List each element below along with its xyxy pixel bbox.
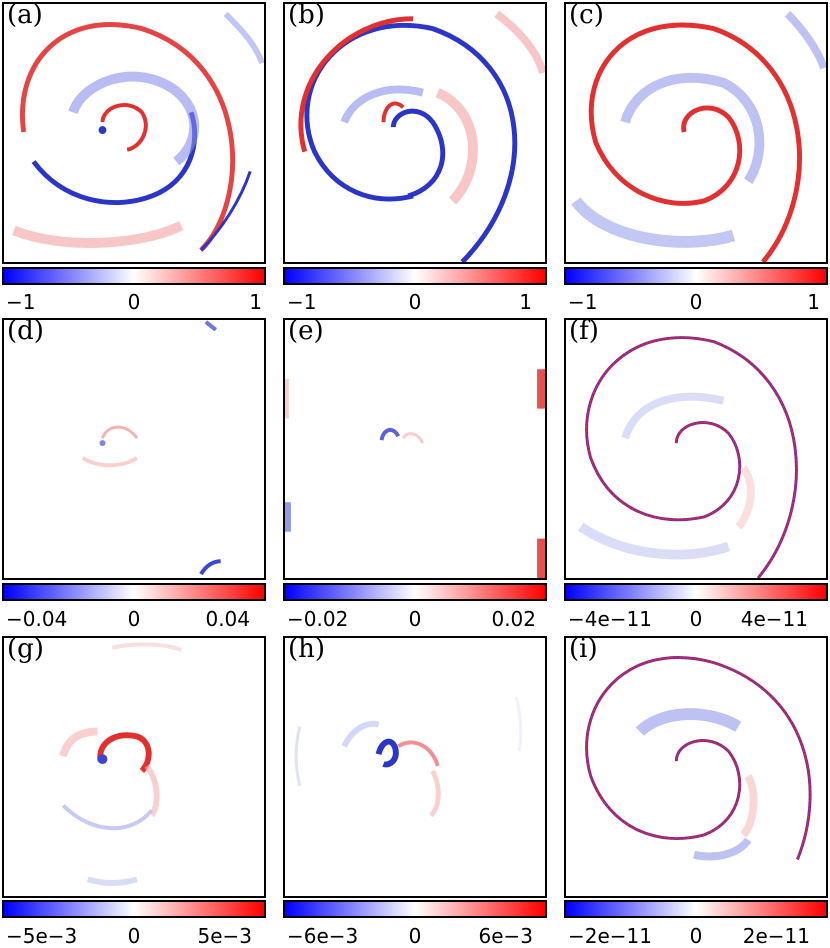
panel-g: (g) — [2, 636, 266, 898]
colorbar-c-max-tick: 1 — [807, 290, 820, 314]
panel-label-d: (d) — [7, 318, 44, 346]
heatmap-g — [59, 642, 182, 886]
panel-label-i: (i) — [569, 636, 598, 664]
colorbar-g — [2, 900, 266, 918]
panel-c: (c) — [564, 2, 828, 264]
heatmap-h — [294, 696, 523, 818]
heatmap-a — [12, 11, 264, 252]
colorbar-b-min-tick: −1 — [287, 290, 317, 314]
panel-label-g: (g) — [7, 636, 44, 664]
colorbar-b — [283, 267, 547, 285]
colorbar-c-min-tick: −1 — [568, 290, 598, 314]
colorbar-e-min-tick: −0.02 — [287, 607, 349, 631]
heatmap-e — [285, 369, 545, 578]
colorbar-b-mid-tick: 0 — [408, 290, 422, 314]
panel-label-c: (c) — [569, 2, 604, 30]
colorbar-d-min-tick: −0.04 — [6, 607, 68, 631]
panel-label-b: (b) — [288, 2, 325, 30]
colorbar-f-mid-tick: 0 — [689, 607, 703, 631]
heatmap-c — [571, 11, 826, 262]
colorbar-a-mid-tick: 0 — [127, 290, 141, 314]
heatmap-d — [81, 320, 221, 576]
colorbar-i-min-tick: −2e−11 — [568, 924, 652, 948]
colorbar-i-mid-tick: 0 — [689, 924, 703, 948]
colorbar-g-min-tick: −5e−3 — [6, 924, 78, 948]
colorbar-i — [564, 900, 828, 918]
panel-label-e: (e) — [288, 318, 324, 346]
panel-a: (a) — [2, 2, 266, 264]
panel-d: (d) — [2, 318, 266, 580]
colorbar-e-max-tick: 0.02 — [491, 607, 536, 631]
panel-f: (f) — [564, 318, 828, 580]
colorbar-a-max-tick: 1 — [249, 290, 262, 314]
heatmap-f — [578, 336, 798, 578]
heatmap-i — [585, 656, 812, 861]
heatmap-b — [298, 10, 545, 262]
colorbar-i-max-tick: 2e−11 — [742, 924, 810, 948]
colorbar-h — [283, 900, 547, 918]
panel-label-a: (a) — [7, 2, 43, 30]
colorbar-f-min-tick: −4e−11 — [568, 607, 652, 631]
colorbar-h-max-tick: 6e−3 — [478, 924, 533, 948]
colorbar-d — [2, 583, 266, 601]
colorbar-c-mid-tick: 0 — [689, 290, 703, 314]
colorbar-h-mid-tick: 0 — [408, 924, 422, 948]
colorbar-g-mid-tick: 0 — [127, 924, 141, 948]
colorbar-b-max-tick: 1 — [519, 290, 532, 314]
panel-b: (b) — [283, 2, 547, 264]
colorbar-h-min-tick: −6e−3 — [287, 924, 359, 948]
colorbar-e-mid-tick: 0 — [408, 607, 422, 631]
panel-h: (h) — [283, 636, 547, 898]
panel-i: (i) — [564, 636, 828, 898]
colorbar-a-min-tick: −1 — [6, 290, 36, 314]
colorbar-d-mid-tick: 0 — [127, 607, 141, 631]
colorbar-d-max-tick: 0.04 — [205, 607, 250, 631]
colorbar-a — [2, 267, 266, 285]
panel-e: (e) — [283, 318, 547, 580]
colorbar-f-max-tick: 4e−11 — [740, 607, 808, 631]
colorbar-f — [564, 583, 828, 601]
panel-label-f: (f) — [569, 318, 599, 346]
colorbar-c — [564, 267, 828, 285]
colorbar-e — [283, 583, 547, 601]
colorbar-g-max-tick: 5e−3 — [197, 924, 252, 948]
panel-label-h: (h) — [288, 636, 326, 664]
